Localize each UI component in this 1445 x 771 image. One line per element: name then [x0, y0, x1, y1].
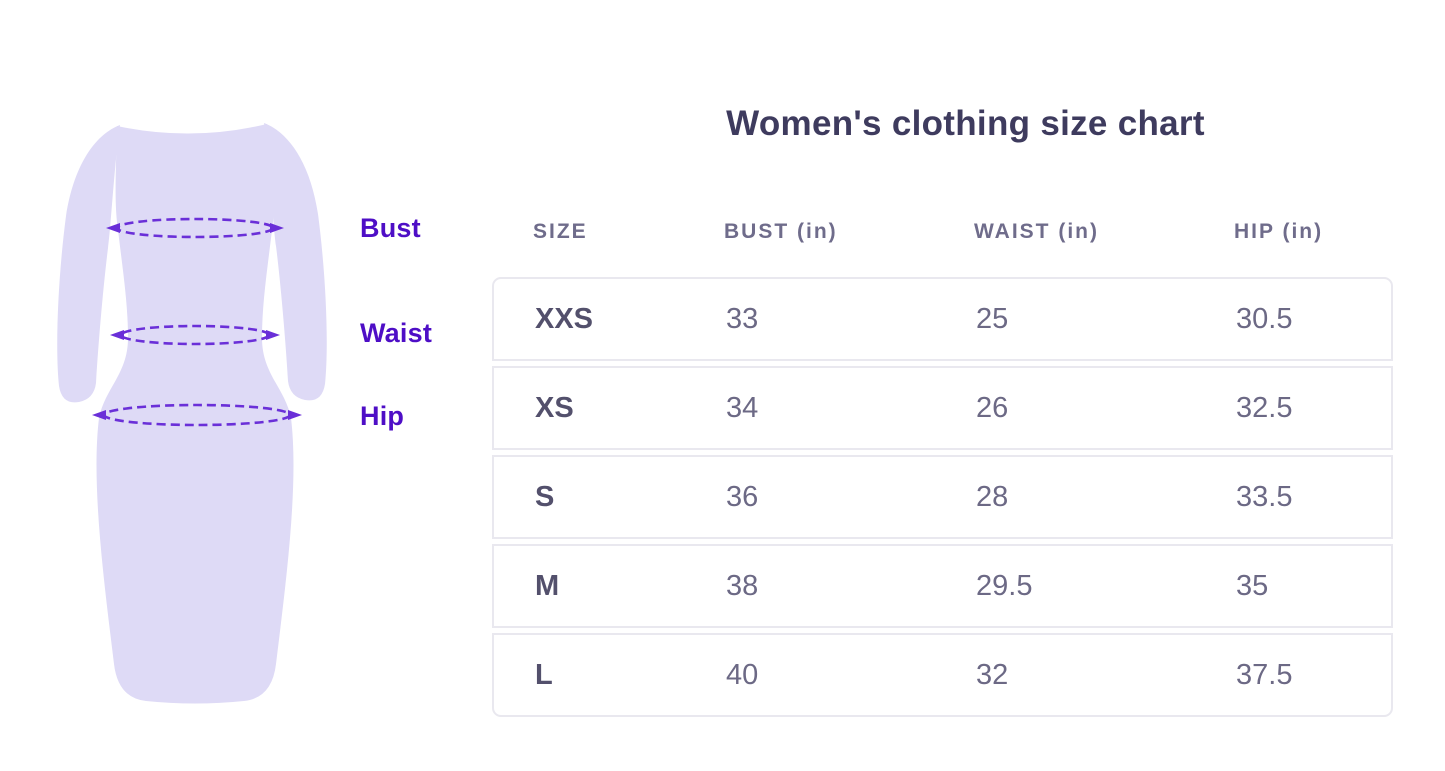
waist-cell: 32 — [976, 658, 1009, 691]
table-row: L 40 32 37.5 — [492, 633, 1393, 717]
bust-cell: 36 — [726, 480, 759, 513]
waist-cell: 28 — [976, 480, 1009, 513]
column-header-hip: HIP (in) — [1234, 220, 1324, 243]
waist-cell: 25 — [976, 302, 1009, 335]
bust-cell: 33 — [726, 302, 759, 335]
waist-cell: 29.5 — [976, 569, 1033, 602]
hip-cell: 37.5 — [1236, 658, 1293, 691]
measure-arrow-tips — [92, 223, 302, 420]
table-row: XXS 33 25 30.5 — [492, 277, 1393, 361]
size-chart-panel: Women's clothing size chart SIZE BUST (i… — [492, 104, 1393, 717]
bust-cell: 38 — [726, 569, 759, 602]
waist-label: Waist — [360, 318, 433, 348]
bust-label: Bust — [360, 213, 421, 243]
table-header-row: SIZE BUST (in) WAIST (in) HIP (in) — [492, 212, 1393, 252]
size-table-body: XXS 33 25 30.5 XS 34 26 32.5 S 36 28 33.… — [492, 277, 1393, 717]
dress-illustration — [57, 123, 327, 704]
hip-cell: 30.5 — [1236, 302, 1293, 335]
size-cell: XXS — [535, 302, 594, 335]
size-cell: L — [535, 658, 553, 691]
column-header-bust: BUST (in) — [724, 220, 838, 243]
bust-cell: 40 — [726, 658, 759, 691]
hip-cell: 35 — [1236, 569, 1269, 602]
dress-body-shape — [96, 124, 294, 704]
page-title: Women's clothing size chart — [726, 104, 1205, 143]
waist-cell: 26 — [976, 391, 1009, 424]
hip-label: Hip — [360, 401, 405, 431]
size-cell: M — [535, 569, 560, 602]
column-header-waist: WAIST (in) — [974, 220, 1099, 243]
dress-left-sleeve — [57, 125, 120, 403]
bust-cell: 34 — [726, 391, 759, 424]
hip-cell: 33.5 — [1236, 480, 1293, 513]
size-cell: S — [535, 480, 555, 513]
column-header-size: SIZE — [533, 220, 588, 243]
table-row: XS 34 26 32.5 — [492, 366, 1393, 450]
dress-right-sleeve — [264, 123, 327, 401]
table-row: M 38 29.5 35 — [492, 544, 1393, 628]
size-cell: XS — [535, 391, 574, 424]
table-row: S 36 28 33.5 — [492, 455, 1393, 539]
hip-cell: 32.5 — [1236, 391, 1293, 424]
